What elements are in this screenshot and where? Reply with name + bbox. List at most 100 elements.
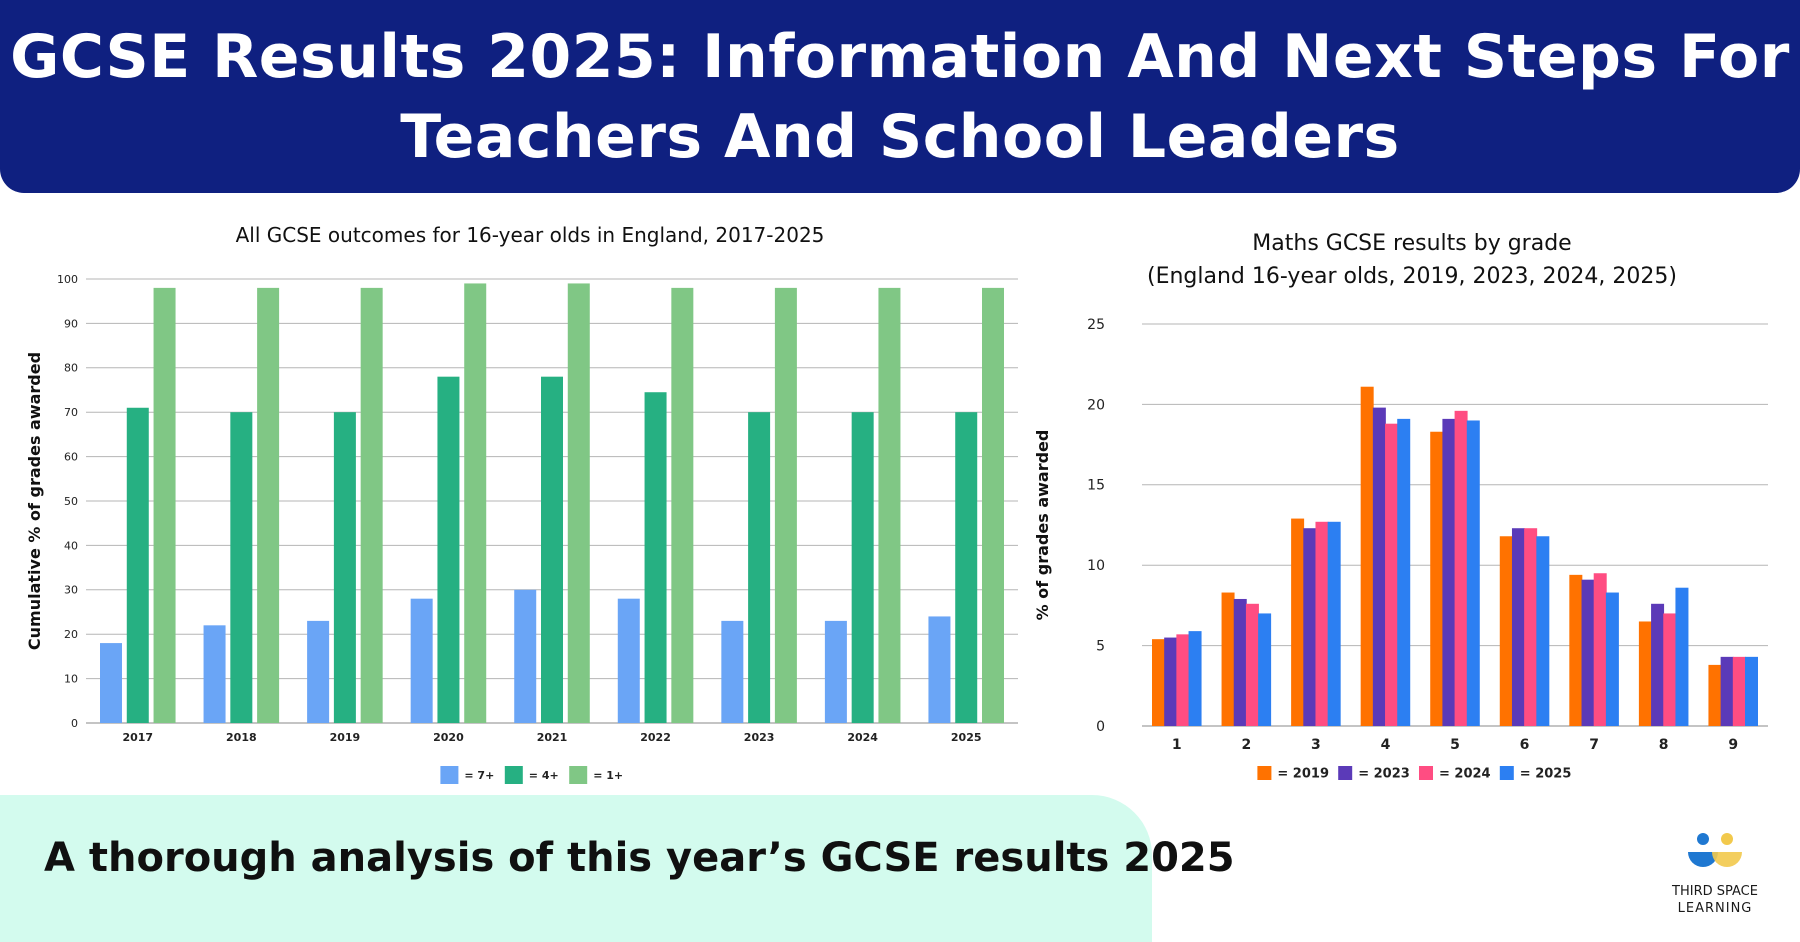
- bar: [1303, 528, 1317, 726]
- bar: [982, 287, 1004, 723]
- bar: [1605, 592, 1619, 726]
- bar: [1524, 528, 1538, 726]
- legend-swatch: [569, 766, 588, 784]
- bar: [878, 287, 901, 723]
- chart-subtitle: (England 16-year olds, 2019, 2023, 2024,…: [1147, 264, 1677, 289]
- bar: [541, 376, 563, 723]
- bar: [644, 392, 667, 723]
- bar: [617, 598, 640, 723]
- y-tick-label: 80: [64, 362, 78, 375]
- bar: [928, 616, 951, 723]
- x-tick-label: 5: [1450, 737, 1460, 753]
- bar: [1732, 656, 1746, 726]
- legend-label: = 2025: [1520, 767, 1572, 782]
- legend-label: = 2024: [1439, 767, 1491, 782]
- y-tick-label: 20: [1087, 397, 1105, 413]
- bar: [1233, 598, 1247, 726]
- legend-label: = 7+: [464, 769, 494, 782]
- bar: [1372, 407, 1386, 726]
- legend-swatch: [1257, 766, 1272, 780]
- x-tick-label: 6: [1520, 737, 1530, 753]
- bar: [230, 412, 253, 723]
- bar: [1499, 536, 1513, 726]
- logo-right-dot: [1721, 833, 1733, 845]
- legend-label: = 2023: [1358, 767, 1410, 782]
- bar: [1152, 639, 1165, 726]
- y-tick-label: 20: [64, 628, 78, 641]
- bar: [1188, 631, 1202, 726]
- footer-panel: A thorough analysis of this year’s GCSE …: [0, 795, 1235, 942]
- bar: [1291, 518, 1305, 726]
- legend-swatch: [1419, 766, 1433, 780]
- logo-right-arc: [1712, 852, 1742, 867]
- bar: [1581, 579, 1595, 726]
- bar: [1315, 521, 1329, 726]
- y-tick-label: 0: [71, 717, 78, 730]
- bar: [1327, 521, 1341, 726]
- y-tick-label: 30: [64, 584, 78, 597]
- footer-subtitle: A thorough analysis of this year’s GCSE …: [44, 835, 1235, 881]
- bar: [671, 287, 694, 723]
- bar: [1511, 528, 1525, 726]
- logo-left-arc: [1688, 852, 1718, 867]
- x-tick-label: 9: [1728, 737, 1738, 753]
- chart-title: All GCSE outcomes for 16-year olds in En…: [236, 223, 825, 247]
- logo-text-line1: THIRD SPACE: [1672, 884, 1758, 899]
- bar: [333, 412, 356, 723]
- bar: [203, 625, 226, 723]
- x-tick-label: 2023: [744, 731, 775, 744]
- bar: [955, 412, 978, 723]
- y-tick-label: 25: [1087, 317, 1105, 333]
- bar: [1663, 613, 1677, 726]
- bar: [1651, 603, 1665, 726]
- bar: [1221, 592, 1235, 726]
- x-tick-label: 7: [1589, 737, 1599, 753]
- bar: [774, 287, 797, 723]
- logo-text-line2: LEARNING: [1677, 901, 1753, 916]
- x-tick-label: 2017: [122, 731, 153, 744]
- chart-title: Maths GCSE results by grade: [1252, 231, 1571, 256]
- x-tick-label: 2021: [537, 731, 568, 744]
- bar: [721, 620, 744, 723]
- bar: [514, 589, 537, 723]
- bar: [1536, 536, 1550, 726]
- y-tick-label: 90: [64, 317, 78, 330]
- bar: [126, 407, 149, 723]
- x-tick-label: 2024: [847, 731, 878, 744]
- bar: [1638, 621, 1652, 726]
- y-tick-label: 5: [1096, 639, 1105, 655]
- bar: [1720, 656, 1734, 726]
- x-tick-label: 2025: [951, 731, 982, 744]
- bar: [1430, 431, 1444, 726]
- logo-mark-icon: [1688, 833, 1742, 867]
- legend-label: = 2019: [1277, 767, 1329, 782]
- bar: [748, 412, 771, 723]
- legend-swatch: [1338, 766, 1353, 780]
- bar: [1164, 637, 1178, 726]
- bar: [1360, 386, 1374, 726]
- bar: [153, 287, 176, 723]
- maths-grades-chart: Maths GCSE results by grade (England 16-y…: [1033, 231, 1768, 782]
- x-tick-label: 2020: [433, 731, 464, 744]
- bar: [824, 620, 847, 723]
- bar: [1745, 656, 1758, 726]
- bar: [307, 620, 330, 723]
- x-tick-label: 1: [1172, 737, 1182, 753]
- bar: [1708, 664, 1722, 726]
- x-tick-label: 2: [1241, 737, 1251, 753]
- y-tick-label: 10: [64, 672, 78, 685]
- legend-swatch: [504, 766, 523, 784]
- legend-label: = 4+: [529, 769, 559, 782]
- x-tick-label: 2019: [330, 731, 361, 744]
- y-tick-label: 100: [57, 273, 78, 286]
- y-tick-label: 50: [64, 495, 78, 508]
- bar: [1466, 420, 1480, 726]
- bar: [851, 412, 874, 723]
- legend-swatch: [440, 766, 459, 784]
- bar: [464, 283, 487, 723]
- gcse-outcomes-chart: All GCSE outcomes for 16-year olds in En…: [25, 223, 1018, 784]
- bar: [1442, 418, 1456, 726]
- logo-left-dot: [1697, 833, 1709, 845]
- y-tick-label: 15: [1087, 478, 1105, 494]
- third-space-learning-logo: THIRD SPACE LEARNING: [1660, 830, 1770, 930]
